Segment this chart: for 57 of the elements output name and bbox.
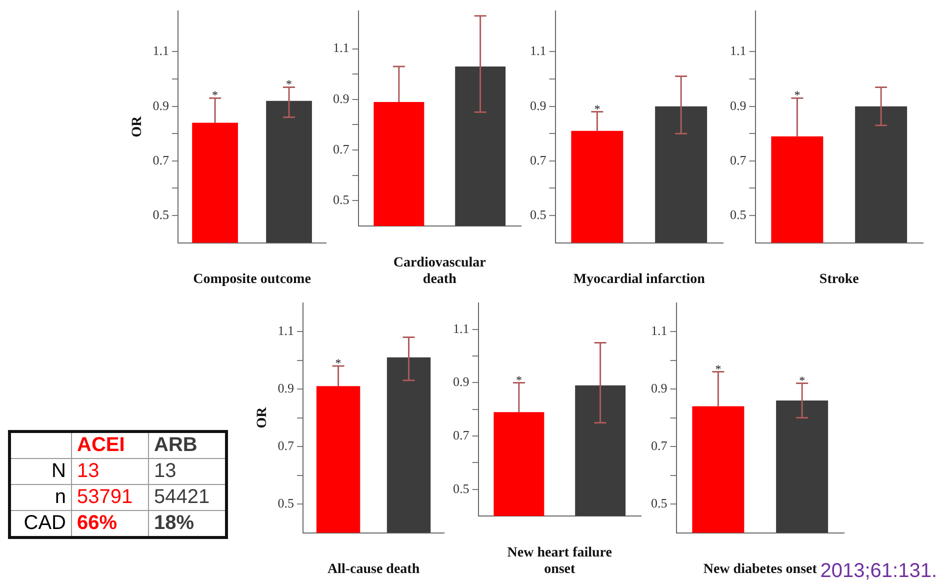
y-tick-label: 0.5 bbox=[453, 480, 470, 496]
y-tick-label: 1.1 bbox=[453, 320, 470, 336]
y-tick-label: 1.1 bbox=[333, 40, 350, 56]
y-tick-label: 1.1 bbox=[651, 322, 668, 338]
text: 2013;61:131. bbox=[820, 560, 937, 583]
y-tick-label: 0.7 bbox=[333, 141, 350, 156]
y-tick-label: 0.9 bbox=[278, 380, 294, 396]
y-tick-label: 0.5 bbox=[152, 206, 170, 222]
y-tick-label: 0.7 bbox=[453, 427, 470, 442]
y-tick-label: 0.9 bbox=[333, 90, 350, 106]
y-tick-label: 0.9 bbox=[530, 98, 546, 113]
legend-label: ACEI bbox=[77, 434, 125, 456]
category-label: N bbox=[10, 458, 72, 484]
y-tick-label: 0.7 bbox=[730, 152, 747, 168]
category-label: n bbox=[10, 484, 72, 510]
y-tick-label: 0.5 bbox=[333, 192, 350, 208]
data-label: * bbox=[212, 88, 218, 102]
data-label: * bbox=[799, 373, 806, 388]
data-label: 13 bbox=[72, 458, 148, 484]
y-tick-label: 0.9 bbox=[453, 374, 470, 390]
y-tick-label: 0.5 bbox=[651, 495, 668, 510]
y-tick-label: 1.1 bbox=[530, 43, 546, 58]
x-axis-title: New diabetes onset bbox=[703, 562, 818, 578]
x-axis-title: Cardiovascular death bbox=[393, 255, 486, 288]
category-label: CAD bbox=[10, 510, 72, 538]
y-tick-label: 0.9 bbox=[651, 380, 668, 396]
data-label: * bbox=[286, 77, 292, 92]
y-tick-label: 0.5 bbox=[278, 495, 294, 510]
y-tick-label: 1.1 bbox=[730, 43, 746, 58]
data-label: * bbox=[335, 356, 342, 370]
y-tick-label: 0.5 bbox=[530, 206, 546, 222]
data-label: 13 bbox=[148, 458, 226, 484]
y-tick-label: 0.5 bbox=[730, 206, 746, 222]
y-axis-title: OR bbox=[255, 406, 270, 428]
y-tick-label: 0.7 bbox=[152, 152, 170, 168]
y-tick-label: 0.7 bbox=[278, 438, 295, 453]
x-axis-title: Myocardial infarction bbox=[573, 272, 706, 288]
legend-label: ARB bbox=[154, 434, 198, 456]
y-tick-label: 0.9 bbox=[730, 98, 746, 113]
y-tick-label: 1.1 bbox=[152, 43, 170, 58]
data-label: 18% bbox=[148, 510, 226, 538]
x-axis-title: All-cause death bbox=[327, 562, 420, 578]
data-label: * bbox=[594, 102, 600, 116]
data-label: 66% bbox=[72, 510, 148, 538]
data-label: 53791 bbox=[72, 484, 148, 510]
y-tick-label: 0.7 bbox=[530, 152, 547, 168]
y-tick-label: 0.9 bbox=[152, 98, 170, 113]
x-axis-title: Composite outcome bbox=[193, 272, 311, 288]
data-label: * bbox=[715, 362, 722, 376]
y-tick-label: 0.7 bbox=[651, 438, 668, 453]
y-tick-label: 1.1 bbox=[278, 322, 294, 338]
x-axis-title: New heart failure onset bbox=[507, 545, 612, 578]
data-label: * bbox=[516, 372, 522, 387]
x-axis-title: Stroke bbox=[819, 272, 859, 288]
data-label: * bbox=[794, 88, 800, 102]
data-label: 54421 bbox=[148, 484, 226, 510]
y-axis-title: OR bbox=[130, 115, 146, 138]
